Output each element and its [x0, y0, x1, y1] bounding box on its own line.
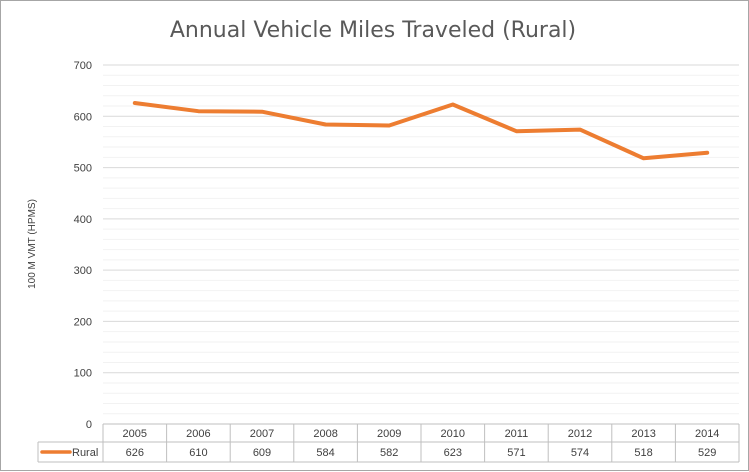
y-tick-label: 100 [74, 368, 92, 380]
data-table-value: 609 [253, 447, 271, 459]
gridlines [103, 65, 739, 424]
y-tick-label: 700 [74, 60, 92, 72]
legend-label: Rural [72, 447, 98, 459]
y-axis-label: 100 M VMT (HPMS) [27, 199, 38, 289]
x-category-label: 2014 [695, 428, 719, 440]
data-table-value: 582 [380, 447, 398, 459]
y-axis-ticks: 0 100 200 300 400 500 600 700 [74, 60, 92, 431]
data-table-value: 584 [316, 447, 334, 459]
series-lines [135, 103, 708, 159]
x-category-label: 2007 [250, 428, 274, 440]
series-line-rural [135, 103, 707, 158]
x-category-label: 2013 [631, 428, 655, 440]
x-category-label: 2005 [123, 428, 147, 440]
data-table-value: 626 [126, 447, 144, 459]
x-category-label: 2006 [186, 428, 210, 440]
y-tick-label: 600 [74, 111, 92, 123]
data-table-value: 518 [634, 447, 652, 459]
data-table-value: 529 [698, 447, 716, 459]
data-table-value: 623 [444, 447, 462, 459]
x-category-label: 2010 [441, 428, 465, 440]
x-category-label: 2012 [568, 428, 592, 440]
y-tick-label: 300 [74, 265, 92, 277]
data-table-value: 571 [507, 447, 525, 459]
data-table-value: 610 [189, 447, 207, 459]
data-table-value: 574 [571, 447, 589, 459]
data-table: 2005 2006 2007 2008 2009 2010 2011 2012 2013 2014… [38, 424, 739, 462]
y-tick-label: 200 [74, 316, 92, 328]
y-tick-label: 400 [74, 214, 92, 226]
chart-title: Annual Vehicle Miles Traveled (Rural) [170, 18, 576, 43]
x-category-label: 2009 [377, 428, 401, 440]
y-tick-label: 500 [74, 163, 92, 175]
y-tick-label: 0 [86, 419, 92, 431]
x-category-label: 2008 [313, 428, 337, 440]
x-category-label: 2011 [505, 428, 529, 440]
